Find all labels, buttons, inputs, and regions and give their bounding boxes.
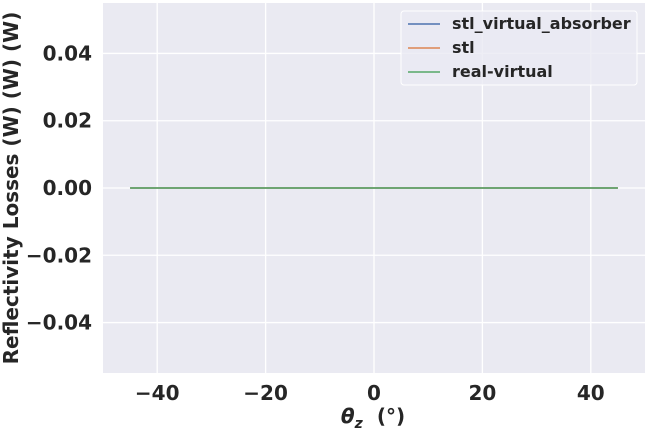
legend-frame [400,10,638,86]
y-tick-label: −0.02 [26,243,92,267]
legend-label: real-virtual [452,62,553,81]
x-axis-unit: (°) [377,404,405,428]
x-axis-label: θz (°) [341,404,405,432]
x-tick-label: 20 [468,381,496,405]
y-tick-label: 0.04 [43,41,92,65]
x-tick-label: −20 [243,381,288,405]
y-tick-label: 0.02 [43,109,92,133]
x-axis-subscript: z [354,416,364,432]
legend-label: stl [452,38,475,57]
x-tick-label: 40 [577,381,605,405]
y-tick-label: −0.04 [26,311,92,335]
y-axis-label: Reflectivity Losses (W) (W) (W) [0,12,23,365]
x-axis-symbol: θ [341,404,355,428]
legend-label: stl_virtual_absorber [452,14,631,33]
x-tick-label: −40 [135,381,180,405]
y-tick-label: 0.00 [43,176,92,200]
x-tick-labels: −40 −20 0 20 40 [135,381,605,405]
y-tick-labels: 0.04 0.02 0.00 −0.02 −0.04 [26,41,92,334]
x-tick-label: 0 [367,381,381,405]
